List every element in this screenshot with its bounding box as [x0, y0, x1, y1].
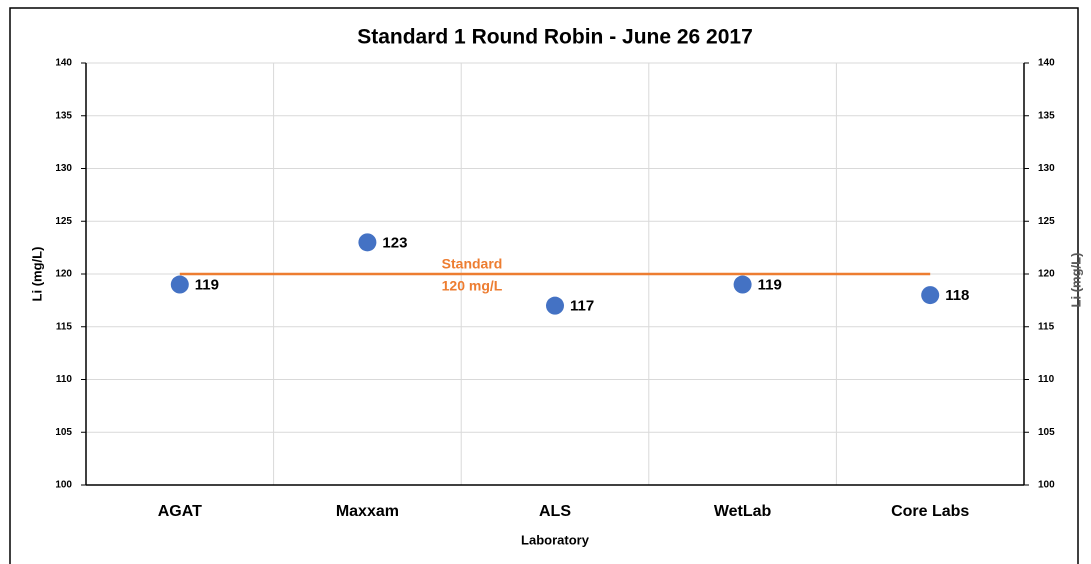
y-axis-label: Li (mg/L): [29, 247, 44, 302]
y2-axis-label: Li (mg/L): [1068, 253, 1083, 308]
y2-tick-label: 130: [1038, 163, 1055, 174]
data-label: 119: [195, 277, 219, 294]
chart-title: Standard 1 Round Robin - June 26 2017: [357, 26, 753, 49]
x-tick-label: Maxxam: [336, 503, 399, 520]
y2-tick-label: 105: [1038, 427, 1055, 438]
x-tick-label: Core Labs: [891, 503, 969, 520]
y-tick-label: 125: [55, 216, 72, 227]
standard-annotation: Standard: [442, 256, 503, 272]
data-point: [546, 296, 564, 315]
x-tick-label: AGAT: [158, 503, 202, 520]
y2-tick-label: 140: [1038, 58, 1055, 69]
x-axis-label: Laboratory: [521, 532, 590, 547]
data-point: [921, 286, 940, 305]
data-label: 123: [382, 234, 407, 251]
data-label: 119: [758, 277, 782, 294]
y2-tick-label: 100: [1038, 480, 1055, 491]
y2-tick-label: 110: [1038, 374, 1055, 385]
data-point: [733, 275, 752, 294]
y-tick-label: 100: [55, 480, 72, 491]
data-point: [358, 233, 377, 252]
y2-tick-label: 120: [1038, 269, 1055, 280]
y-tick-label: 105: [55, 427, 72, 438]
x-tick-label: ALS: [539, 503, 571, 520]
x-tick-label: WetLab: [714, 503, 772, 520]
y-tick-label: 110: [56, 374, 73, 385]
standard-annotation: 120 mg/L: [442, 278, 503, 294]
y2-tick-label: 135: [1038, 110, 1055, 121]
data-point: [170, 275, 189, 294]
data-label: 117: [570, 298, 594, 315]
y-tick-label: 115: [56, 321, 73, 332]
chart-frame: [9, 7, 1079, 564]
y-tick-label: 130: [55, 163, 72, 174]
y2-tick-label: 115: [1038, 321, 1055, 332]
y-tick-label: 135: [55, 110, 72, 121]
y2-tick-label: 125: [1038, 216, 1055, 227]
y-tick-label: 140: [55, 58, 72, 69]
y-tick-label: 120: [55, 269, 72, 280]
data-label: 118: [945, 287, 969, 304]
